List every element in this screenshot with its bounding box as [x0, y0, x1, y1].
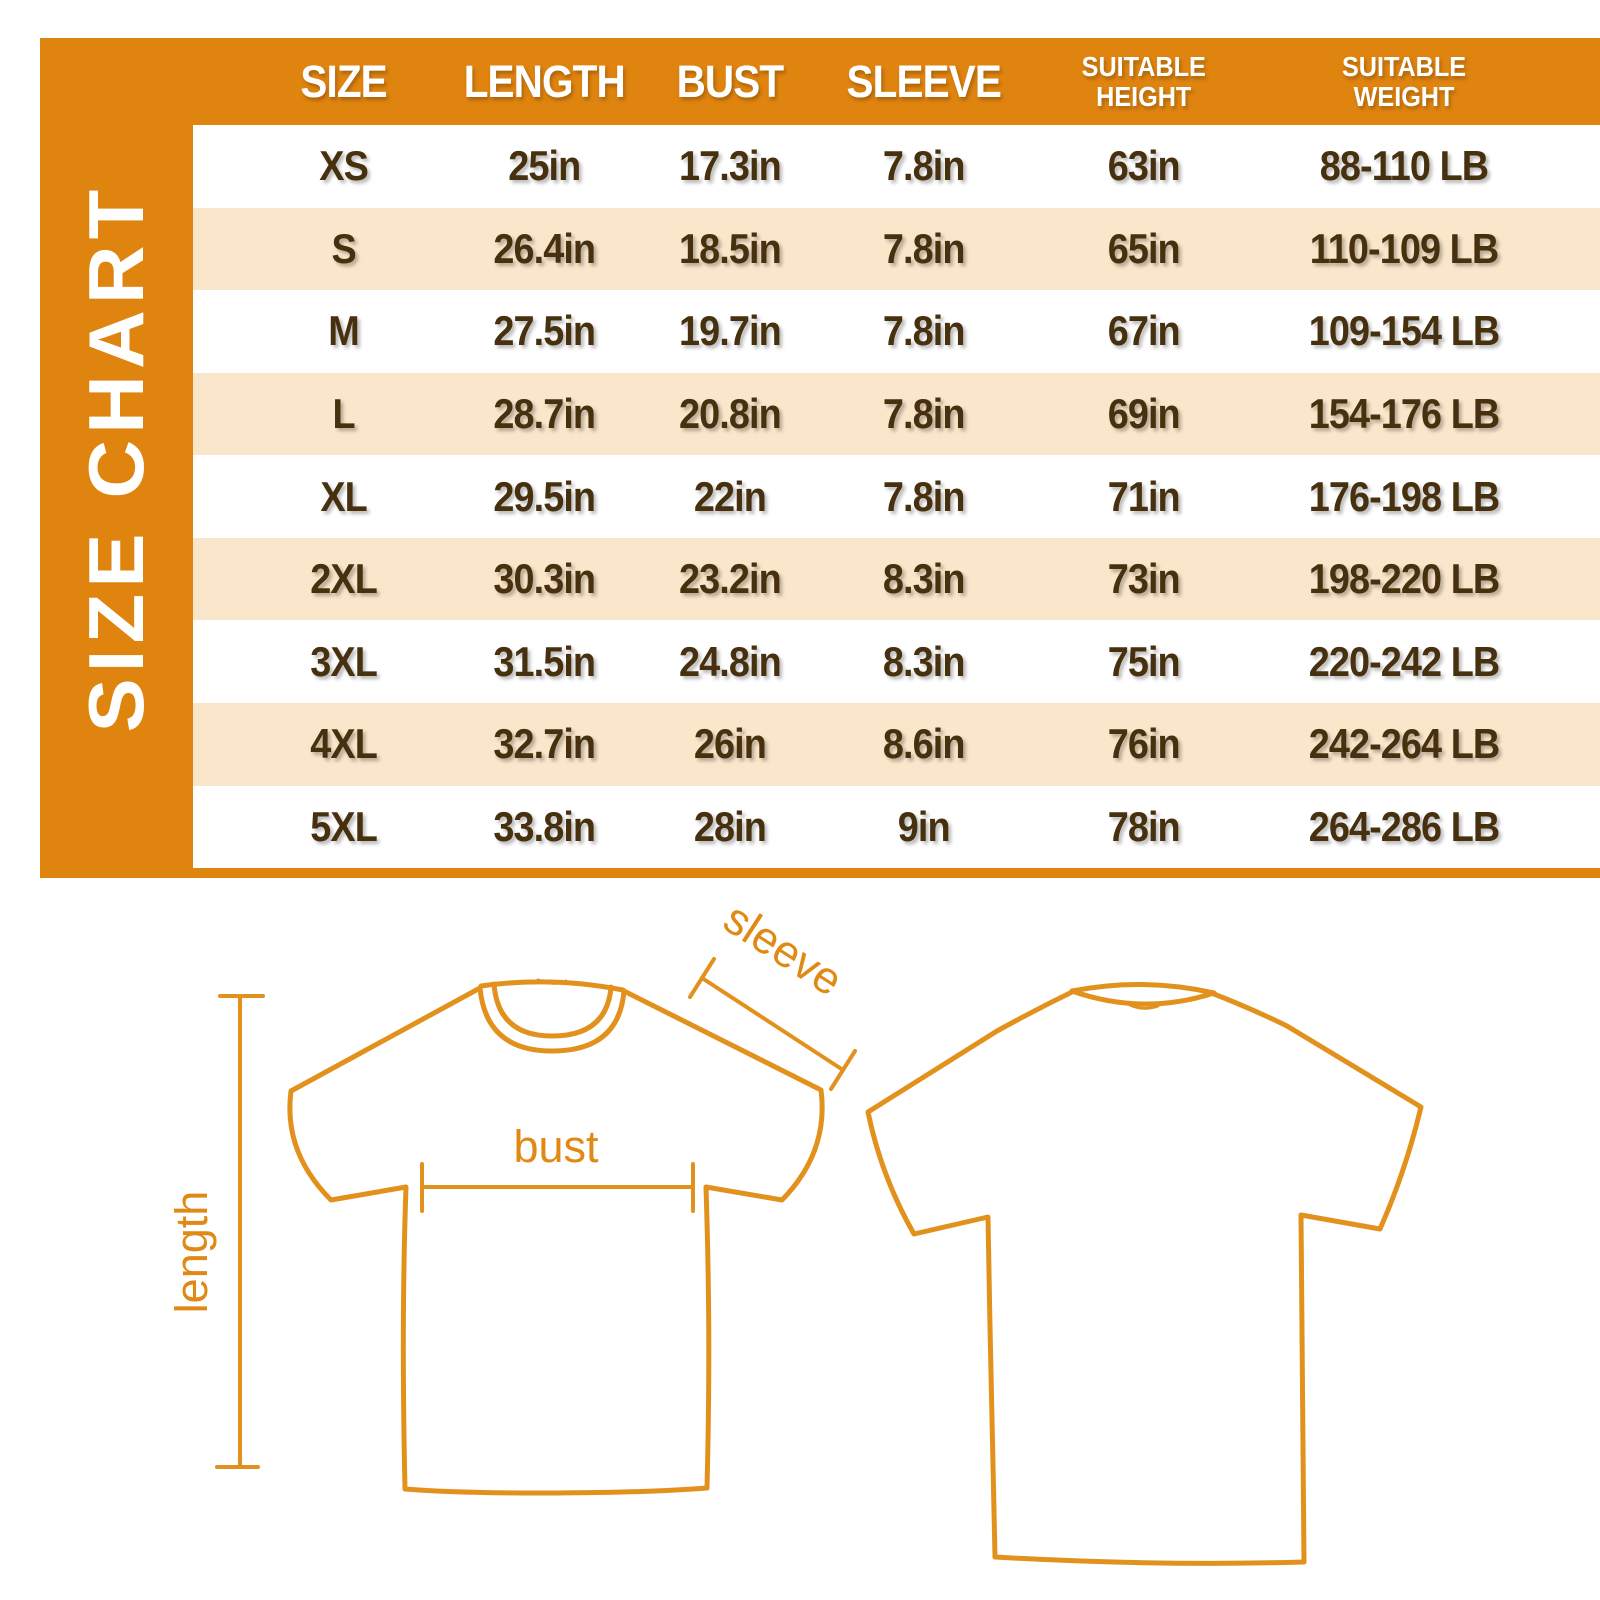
sleeve-measure: sleeve	[688, 900, 857, 1091]
cell-sleeve: 8.6in	[882, 720, 966, 768]
cell-bust: 20.8in	[678, 389, 782, 437]
cell-height: 73in	[1107, 555, 1181, 603]
cell-bust: 17.3in	[678, 142, 782, 190]
cell-length: 32.7in	[493, 720, 597, 768]
cell-length: 33.8in	[493, 802, 597, 850]
header-suitable-height-line2: HEIGHT	[1096, 80, 1192, 112]
cell-size: 5XL	[310, 802, 378, 850]
tshirt-front-collar-stitch	[536, 978, 568, 985]
cell-length: 27.5in	[493, 307, 597, 355]
table-row-l: L 28.7in 20.8in 7.8in 69in 154-176 LB	[193, 372, 1600, 456]
cell-sleeve: 7.8in	[882, 224, 966, 272]
cell-size: XL	[320, 472, 368, 520]
cell-length: 30.3in	[493, 555, 597, 603]
sleeve-line	[700, 976, 845, 1072]
length-label: length	[166, 1191, 217, 1314]
bust-measure: bust	[420, 1121, 695, 1213]
cell-bust: 18.5in	[678, 224, 782, 272]
cell-size: M	[328, 307, 360, 355]
cell-size: 3XL	[310, 637, 378, 685]
cell-bust: 22in	[693, 472, 767, 520]
cell-height: 75in	[1107, 637, 1181, 685]
chart-title: SIZE CHART	[72, 183, 160, 733]
tshirt-back-outline	[865, 981, 1424, 1566]
tshirt-back-body	[865, 989, 1424, 1566]
cell-weight: 88-110 LB	[1319, 142, 1488, 190]
tshirt-back-collar-top	[1069, 981, 1217, 996]
length-measure: length	[166, 994, 265, 1469]
table-row-4xl: 4XL 32.7in 26in 8.6in 76in 242-264 LB	[193, 702, 1600, 786]
header-suitable-height: SUITABLE HEIGHT	[1036, 52, 1252, 111]
cell-bust: 23.2in	[678, 555, 782, 603]
size-chart-table: SIZE CHART SIZE LENGTH BUST SLEEVE SUITA…	[40, 38, 1600, 878]
cell-height: 63in	[1107, 142, 1181, 190]
cell-bust: 19.7in	[678, 307, 782, 355]
sleeve-cap-end	[829, 1049, 857, 1091]
cell-sleeve: 7.8in	[882, 472, 966, 520]
sleeve-cap-start	[688, 957, 716, 999]
tshirt-front-collar-outer	[477, 985, 627, 1054]
cell-size: L	[332, 389, 356, 437]
cell-weight: 109-154 LB	[1308, 307, 1500, 355]
cell-weight: 242-264 LB	[1308, 720, 1500, 768]
cell-bust: 26in	[693, 720, 767, 768]
cell-size: XS	[319, 142, 369, 190]
table-row-2xl: 2XL 30.3in 23.2in 8.3in 73in 198-220 LB	[193, 537, 1600, 621]
measurement-diagram: length bust sleeve	[0, 900, 1600, 1600]
header-sleeve: SLEEVE	[846, 55, 1001, 107]
tshirt-diagram-svg: length bust sleeve	[166, 900, 1424, 1566]
cell-sleeve: 7.8in	[882, 389, 966, 437]
cell-size: 2XL	[310, 555, 378, 603]
cell-weight: 154-176 LB	[1308, 389, 1500, 437]
cell-weight: 220-242 LB	[1308, 637, 1500, 685]
cell-height: 69in	[1107, 389, 1181, 437]
cell-length: 26.4in	[493, 224, 597, 272]
cell-bust: 24.8in	[678, 637, 782, 685]
header-length: LENGTH	[464, 55, 626, 107]
cell-weight: 198-220 LB	[1308, 555, 1500, 603]
bust-label: bust	[513, 1121, 599, 1172]
cell-weight: 264-286 LB	[1308, 802, 1500, 850]
header-suitable-weight-line1: SUITABLE	[1341, 51, 1466, 83]
cell-height: 65in	[1107, 224, 1181, 272]
header-suitable-weight-line2: WEIGHT	[1353, 80, 1455, 112]
cell-size: 4XL	[310, 720, 378, 768]
cell-sleeve: 9in	[897, 802, 950, 850]
table-header-row: SIZE LENGTH BUST SLEEVE SUITABLE HEIGHT …	[193, 38, 1600, 125]
cell-height: 71in	[1107, 472, 1181, 520]
table-row-s: S 26.4in 18.5in 7.8in 65in 110-109 LB	[193, 207, 1600, 291]
table-row-3xl: 3XL 31.5in 24.8in 8.3in 75in 220-242 LB	[193, 620, 1600, 703]
cell-sleeve: 8.3in	[882, 555, 966, 603]
cell-length: 28.7in	[493, 389, 597, 437]
cell-height: 78in	[1107, 802, 1181, 850]
cell-length: 29.5in	[493, 472, 597, 520]
tshirt-front-collar-inner	[491, 981, 614, 1039]
table-row-xl: XL 29.5in 22in 7.8in 71in 176-198 LB	[193, 455, 1600, 538]
tshirt-back-collar-stitch	[1128, 1003, 1160, 1010]
header-suitable-height-line1: SUITABLE	[1081, 51, 1206, 83]
tshirt-front-body	[287, 985, 825, 1496]
table-row-5xl: 5XL 33.8in 28in 9in 78in 264-286 LB	[193, 785, 1600, 869]
chart-title-sidebar: SIZE CHART	[40, 38, 193, 878]
cell-sleeve: 7.8in	[882, 307, 966, 355]
cell-sleeve: 8.3in	[882, 637, 966, 685]
cell-length: 31.5in	[493, 637, 597, 685]
header-size: SIZE	[300, 55, 388, 107]
cell-length: 25in	[508, 142, 582, 190]
cell-height: 76in	[1107, 720, 1181, 768]
tshirt-back-collar-bottom	[1069, 988, 1217, 1007]
header-bust: BUST	[676, 55, 784, 107]
sleeve-label: sleeve	[715, 900, 852, 1006]
cell-bust: 28in	[693, 802, 767, 850]
tshirt-front-outline	[287, 978, 825, 1496]
cell-weight: 110-109 LB	[1309, 224, 1498, 272]
cell-size: S	[331, 224, 357, 272]
table-row-xs: XS 25in 17.3in 7.8in 63in 88-110 LB	[193, 125, 1600, 208]
header-suitable-weight: SUITABLE WEIGHT	[1278, 52, 1530, 111]
cell-sleeve: 7.8in	[882, 142, 966, 190]
cell-height: 67in	[1107, 307, 1181, 355]
size-table: SIZE LENGTH BUST SLEEVE SUITABLE HEIGHT …	[193, 38, 1600, 869]
table-row-m: M 27.5in 19.7in 7.8in 67in 109-154 LB	[193, 290, 1600, 373]
cell-weight: 176-198 LB	[1308, 472, 1500, 520]
